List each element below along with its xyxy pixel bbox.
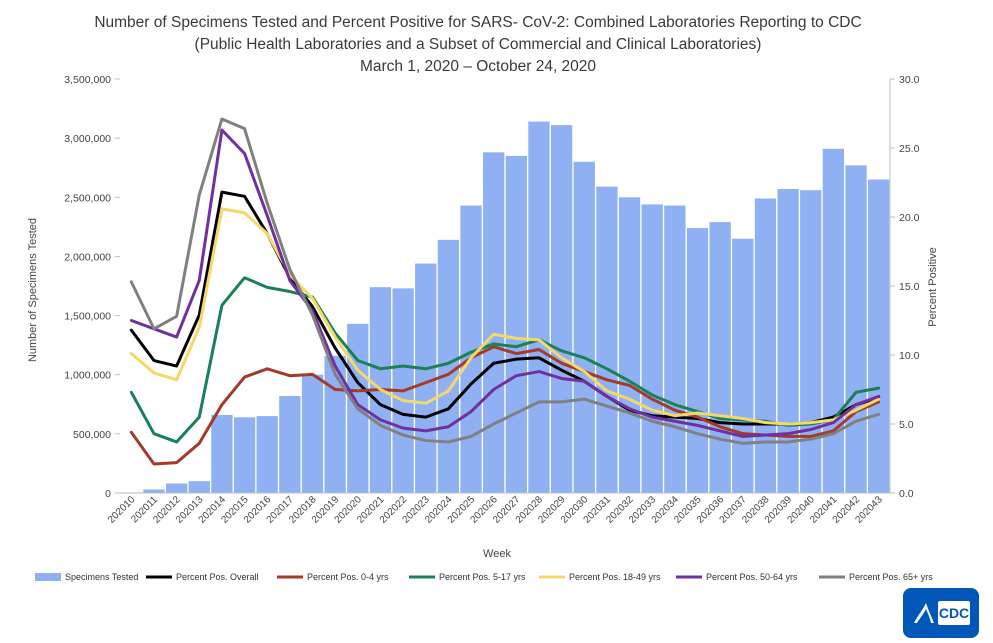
bar-202025 — [460, 205, 482, 493]
bar-202028 — [528, 121, 550, 493]
line-series — [129, 117, 881, 466]
y-left-tick-label: 3,500,000 — [64, 74, 111, 86]
y-axis-right: 0.0 5.0 10.0 15.0 20.0 25.0 30.0 — [889, 74, 920, 500]
title-line-2: (Public Health Laboratories and a Subset… — [195, 36, 762, 53]
x-axis-title: Week — [483, 548, 511, 560]
bar-202039 — [777, 189, 799, 493]
bar-202029 — [550, 125, 573, 493]
bar-202016 — [256, 416, 278, 493]
y-left-tick-label: 2,000,000 — [64, 251, 111, 263]
y-left-tick-label: 0 — [105, 488, 111, 500]
bar-202038 — [754, 198, 777, 493]
bar-202018 — [301, 374, 324, 493]
cdc-logo: CDC — [903, 588, 979, 638]
y-left-tick-label: 2,500,000 — [64, 192, 111, 204]
chart-title: Number of Specimens Tested and Percent P… — [94, 14, 861, 75]
cdc-logo-icon: CDC — [914, 601, 970, 625]
legend-item: Percent Pos. 65+ yrs — [819, 572, 933, 582]
y-right-tick-label: 0.0 — [899, 488, 914, 500]
y-right-tick-label: 15.0 — [899, 281, 920, 293]
legend-label: Percent Pos. 65+ yrs — [849, 572, 933, 582]
line-percent-pos-overall — [129, 190, 881, 426]
bar-202014 — [211, 414, 233, 493]
line-percent-pos-18-49-yrs — [129, 207, 881, 426]
bar-202036 — [709, 222, 731, 493]
legend-item: Percent Pos. 5-17 yrs — [409, 572, 526, 582]
legend-item: Percent Pos. Overall — [146, 572, 259, 582]
legend-label: Percent Pos. 50-64 yrs — [706, 572, 798, 582]
line-percent-pos-50-64-yrs — [129, 128, 881, 438]
bar-202040 — [800, 190, 822, 493]
bar-202017 — [279, 396, 301, 493]
legend-label: Percent Pos. Overall — [176, 572, 259, 582]
legend-label: Percent Pos. 18-49 yrs — [569, 572, 661, 582]
bar-202013 — [188, 481, 210, 493]
bar-202035 — [686, 228, 709, 494]
y-axis-left: 0 500,000 1,000,000 1,500,000 2,000,000 2,500… — [64, 74, 120, 500]
legend-item: Percent Pos. 50-64 yrs — [676, 572, 798, 582]
legend-label: Percent Pos. 5-17 yrs — [439, 572, 526, 582]
bar-202037 — [732, 238, 754, 493]
legend: Specimens Tested Percent Pos. Overall Perc… — [35, 572, 933, 582]
title-line-1: Number of Specimens Tested and Percent P… — [94, 14, 861, 31]
y-right-tick-label: 25.0 — [899, 143, 920, 155]
bar-202031 — [596, 186, 618, 493]
title-line-3: March 1, 2020 – October 24, 2020 — [360, 58, 596, 75]
bar-202023 — [415, 263, 437, 493]
legend-label: Specimens Tested — [65, 572, 138, 582]
bar-202032 — [618, 197, 641, 494]
y-left-tick-label: 500,000 — [73, 429, 111, 441]
x-axis-ticks: 2020102020112020122020132020142020152020… — [106, 494, 885, 526]
cdc-logo-text: CDC — [939, 605, 969, 621]
line-percent-pos-65-yrs — [129, 117, 881, 445]
legend-item: Percent Pos. 0-4 yrs — [277, 572, 389, 582]
bar-202011 — [143, 489, 165, 493]
bar-202042 — [845, 165, 867, 493]
bar-202012 — [165, 483, 188, 493]
legend-label: Percent Pos. 0-4 yrs — [307, 572, 389, 582]
y-left-tick-label: 1,000,000 — [64, 370, 111, 382]
bar-202034 — [664, 205, 686, 493]
legend-item: Percent Pos. 18-49 yrs — [539, 572, 661, 582]
legend-swatch — [35, 573, 61, 581]
bar-202027 — [505, 155, 527, 493]
bar-202015 — [233, 417, 256, 493]
bar-202024 — [437, 239, 460, 493]
bar-202026 — [483, 152, 505, 493]
y-axis-left-title: Number of Specimens Tested — [27, 218, 39, 362]
y-left-tick-label: 1,500,000 — [64, 311, 111, 323]
bar-202033 — [641, 204, 663, 493]
y-right-tick-label: 10.0 — [899, 350, 920, 362]
bar-202030 — [573, 161, 595, 494]
bar-series — [120, 121, 890, 494]
y-right-tick-label: 30.0 — [899, 74, 920, 86]
legend-item: Specimens Tested — [35, 572, 138, 582]
y-axis-right-title: Percent Positive — [927, 247, 939, 326]
bar-202043 — [868, 179, 890, 494]
y-right-tick-label: 20.0 — [899, 212, 920, 224]
y-left-tick-label: 3,000,000 — [64, 133, 111, 145]
bar-202041 — [822, 148, 845, 494]
y-right-tick-label: 5.0 — [899, 419, 914, 431]
